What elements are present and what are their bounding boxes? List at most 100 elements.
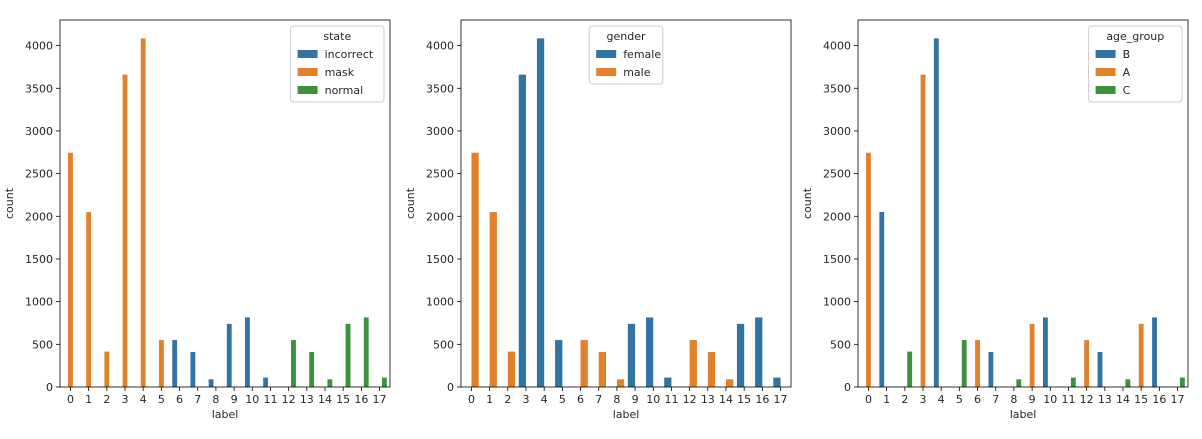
legend-title: state [323, 30, 351, 43]
x-tick-label: 4 [541, 393, 548, 406]
bar-female-15 [736, 323, 745, 387]
bar-female-5 [555, 340, 563, 387]
x-tick-label: 8 [212, 393, 219, 406]
x-tick-label: 9 [1029, 393, 1036, 406]
y-tick-label: 2000 [426, 210, 454, 223]
y-tick-label: 1500 [823, 253, 851, 266]
x-tick-label: 17 [774, 393, 788, 406]
legend-swatch-female [596, 50, 617, 58]
bar-B-1 [879, 212, 885, 387]
x-tick-label: 15 [1134, 393, 1148, 406]
x-axis-label: label [212, 408, 239, 421]
legend: state incorrect mask normal [290, 25, 385, 103]
bar-B-16 [1152, 317, 1157, 387]
x-tick-label: 10 [646, 393, 660, 406]
bar-normal-16 [363, 317, 369, 387]
x-tick-label: 2 [504, 393, 511, 406]
x-tick-label: 15 [336, 393, 350, 406]
x-tick-label: 5 [956, 393, 963, 406]
y-tick-label: 1500 [426, 253, 454, 266]
bar-incorrect-8 [208, 379, 214, 387]
bar-male-14 [726, 379, 734, 387]
y-axis-label: count [3, 187, 16, 219]
y-tick-label: 2000 [823, 210, 851, 223]
x-axis-label: label [613, 408, 640, 421]
x-tick-label: 13 [300, 393, 314, 406]
bar-mask-5 [158, 340, 164, 387]
bar-mask-1 [86, 212, 92, 387]
x-tick-label: 8 [613, 393, 620, 406]
x-tick-label: 7 [595, 393, 602, 406]
bar-female-10 [646, 317, 654, 387]
x-tick-label: 3 [920, 393, 927, 406]
bar-B-13 [1097, 352, 1103, 387]
x-tick-label: 16 [354, 393, 368, 406]
y-tick-label: 4000 [426, 40, 454, 53]
bar-A-3 [920, 74, 926, 388]
y-tick-label: 3500 [25, 82, 53, 95]
y-tick-label: 3500 [426, 82, 454, 95]
x-tick-label: 1 [883, 393, 890, 406]
y-tick-label: 1500 [25, 253, 53, 266]
axes-frame [857, 19, 1189, 388]
bar-C-11 [1070, 377, 1076, 387]
bar-normal-15 [345, 323, 351, 387]
bar-male-12 [689, 340, 697, 387]
x-tick-label: 7 [992, 393, 999, 406]
bar-incorrect-6 [172, 340, 178, 387]
x-tick-label: 2 [103, 393, 110, 406]
x-tick-label: 13 [701, 393, 715, 406]
bar-female-4 [536, 38, 545, 387]
bar-male-6 [580, 340, 588, 387]
bar-male-0 [471, 152, 479, 387]
y-tick-label: 3000 [823, 125, 851, 138]
bar-C-2 [907, 351, 913, 387]
bar-A-12 [1084, 340, 1090, 387]
legend-entry-C: C [1123, 84, 1131, 97]
bar-C-8 [1016, 379, 1022, 387]
x-tick-label: 3 [122, 393, 129, 406]
bar-female-9 [627, 323, 636, 387]
bar-female-17 [773, 377, 781, 387]
axes-frame [59, 19, 391, 388]
legend-title: age_group [1106, 30, 1164, 43]
bar-male-2 [507, 351, 516, 387]
x-tick-label: 15 [737, 393, 751, 406]
legend-swatch-normal [297, 86, 318, 94]
x-tick-label: 5 [559, 393, 566, 406]
x-tick-label: 9 [632, 393, 639, 406]
x-tick-label: 14 [1116, 393, 1130, 406]
x-tick-label: 16 [755, 393, 769, 406]
legend-entry-female: female [623, 48, 661, 61]
bar-normal-17 [381, 377, 387, 387]
x-tick-label: 11 [1061, 393, 1075, 406]
bar-incorrect-11 [263, 377, 269, 387]
bar-normal-14 [327, 379, 333, 387]
bar-A-0 [866, 152, 871, 387]
x-tick-label: 0 [865, 393, 872, 406]
axes-frame [460, 19, 792, 388]
y-tick-label: 0 [844, 381, 851, 394]
bar-C-5 [961, 340, 967, 387]
legend-entry-A: A [1123, 66, 1131, 79]
bar-incorrect-9 [226, 323, 232, 387]
bar-incorrect-7 [190, 352, 196, 387]
x-tick-label: 6 [176, 393, 183, 406]
x-axis-label: label [1010, 408, 1037, 421]
legend-swatch-incorrect [297, 50, 318, 58]
legend-entry-B: B [1123, 48, 1131, 61]
x-tick-label: 11 [664, 393, 678, 406]
x-tick-label: 10 [1043, 393, 1057, 406]
bar-A-15 [1138, 323, 1144, 387]
y-tick-label: 500 [32, 338, 53, 351]
y-tick-label: 2500 [426, 168, 454, 181]
y-tick-label: 3000 [25, 125, 53, 138]
bar-normal-12 [291, 340, 296, 387]
x-tick-label: 0 [468, 393, 475, 406]
bar-male-8 [616, 379, 625, 387]
y-tick-label: 3500 [823, 82, 851, 95]
x-tick-label: 12 [683, 393, 697, 406]
y-tick-label: 0 [46, 381, 53, 394]
bar-C-17 [1179, 377, 1185, 387]
x-tick-label: 1 [486, 393, 493, 406]
